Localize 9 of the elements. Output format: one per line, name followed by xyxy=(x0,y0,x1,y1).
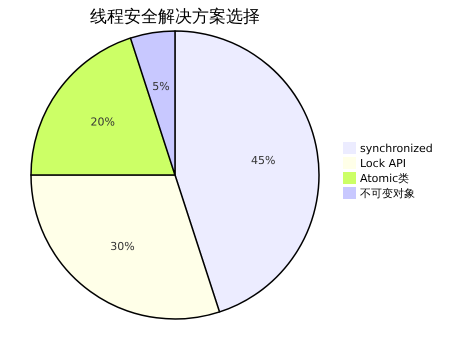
data-label: 30% xyxy=(110,240,135,254)
legend-label: Lock API xyxy=(360,157,406,170)
data-label: 5% xyxy=(152,80,170,93)
legend-label: 不可变对象 xyxy=(360,187,415,200)
chart-title: 线程安全解决方案选择 xyxy=(90,7,260,27)
data-label: 45% xyxy=(250,154,276,168)
legend-label: synchronized xyxy=(360,142,433,155)
legend-label: Atomic类 xyxy=(360,172,410,185)
data-label: 20% xyxy=(90,116,115,129)
